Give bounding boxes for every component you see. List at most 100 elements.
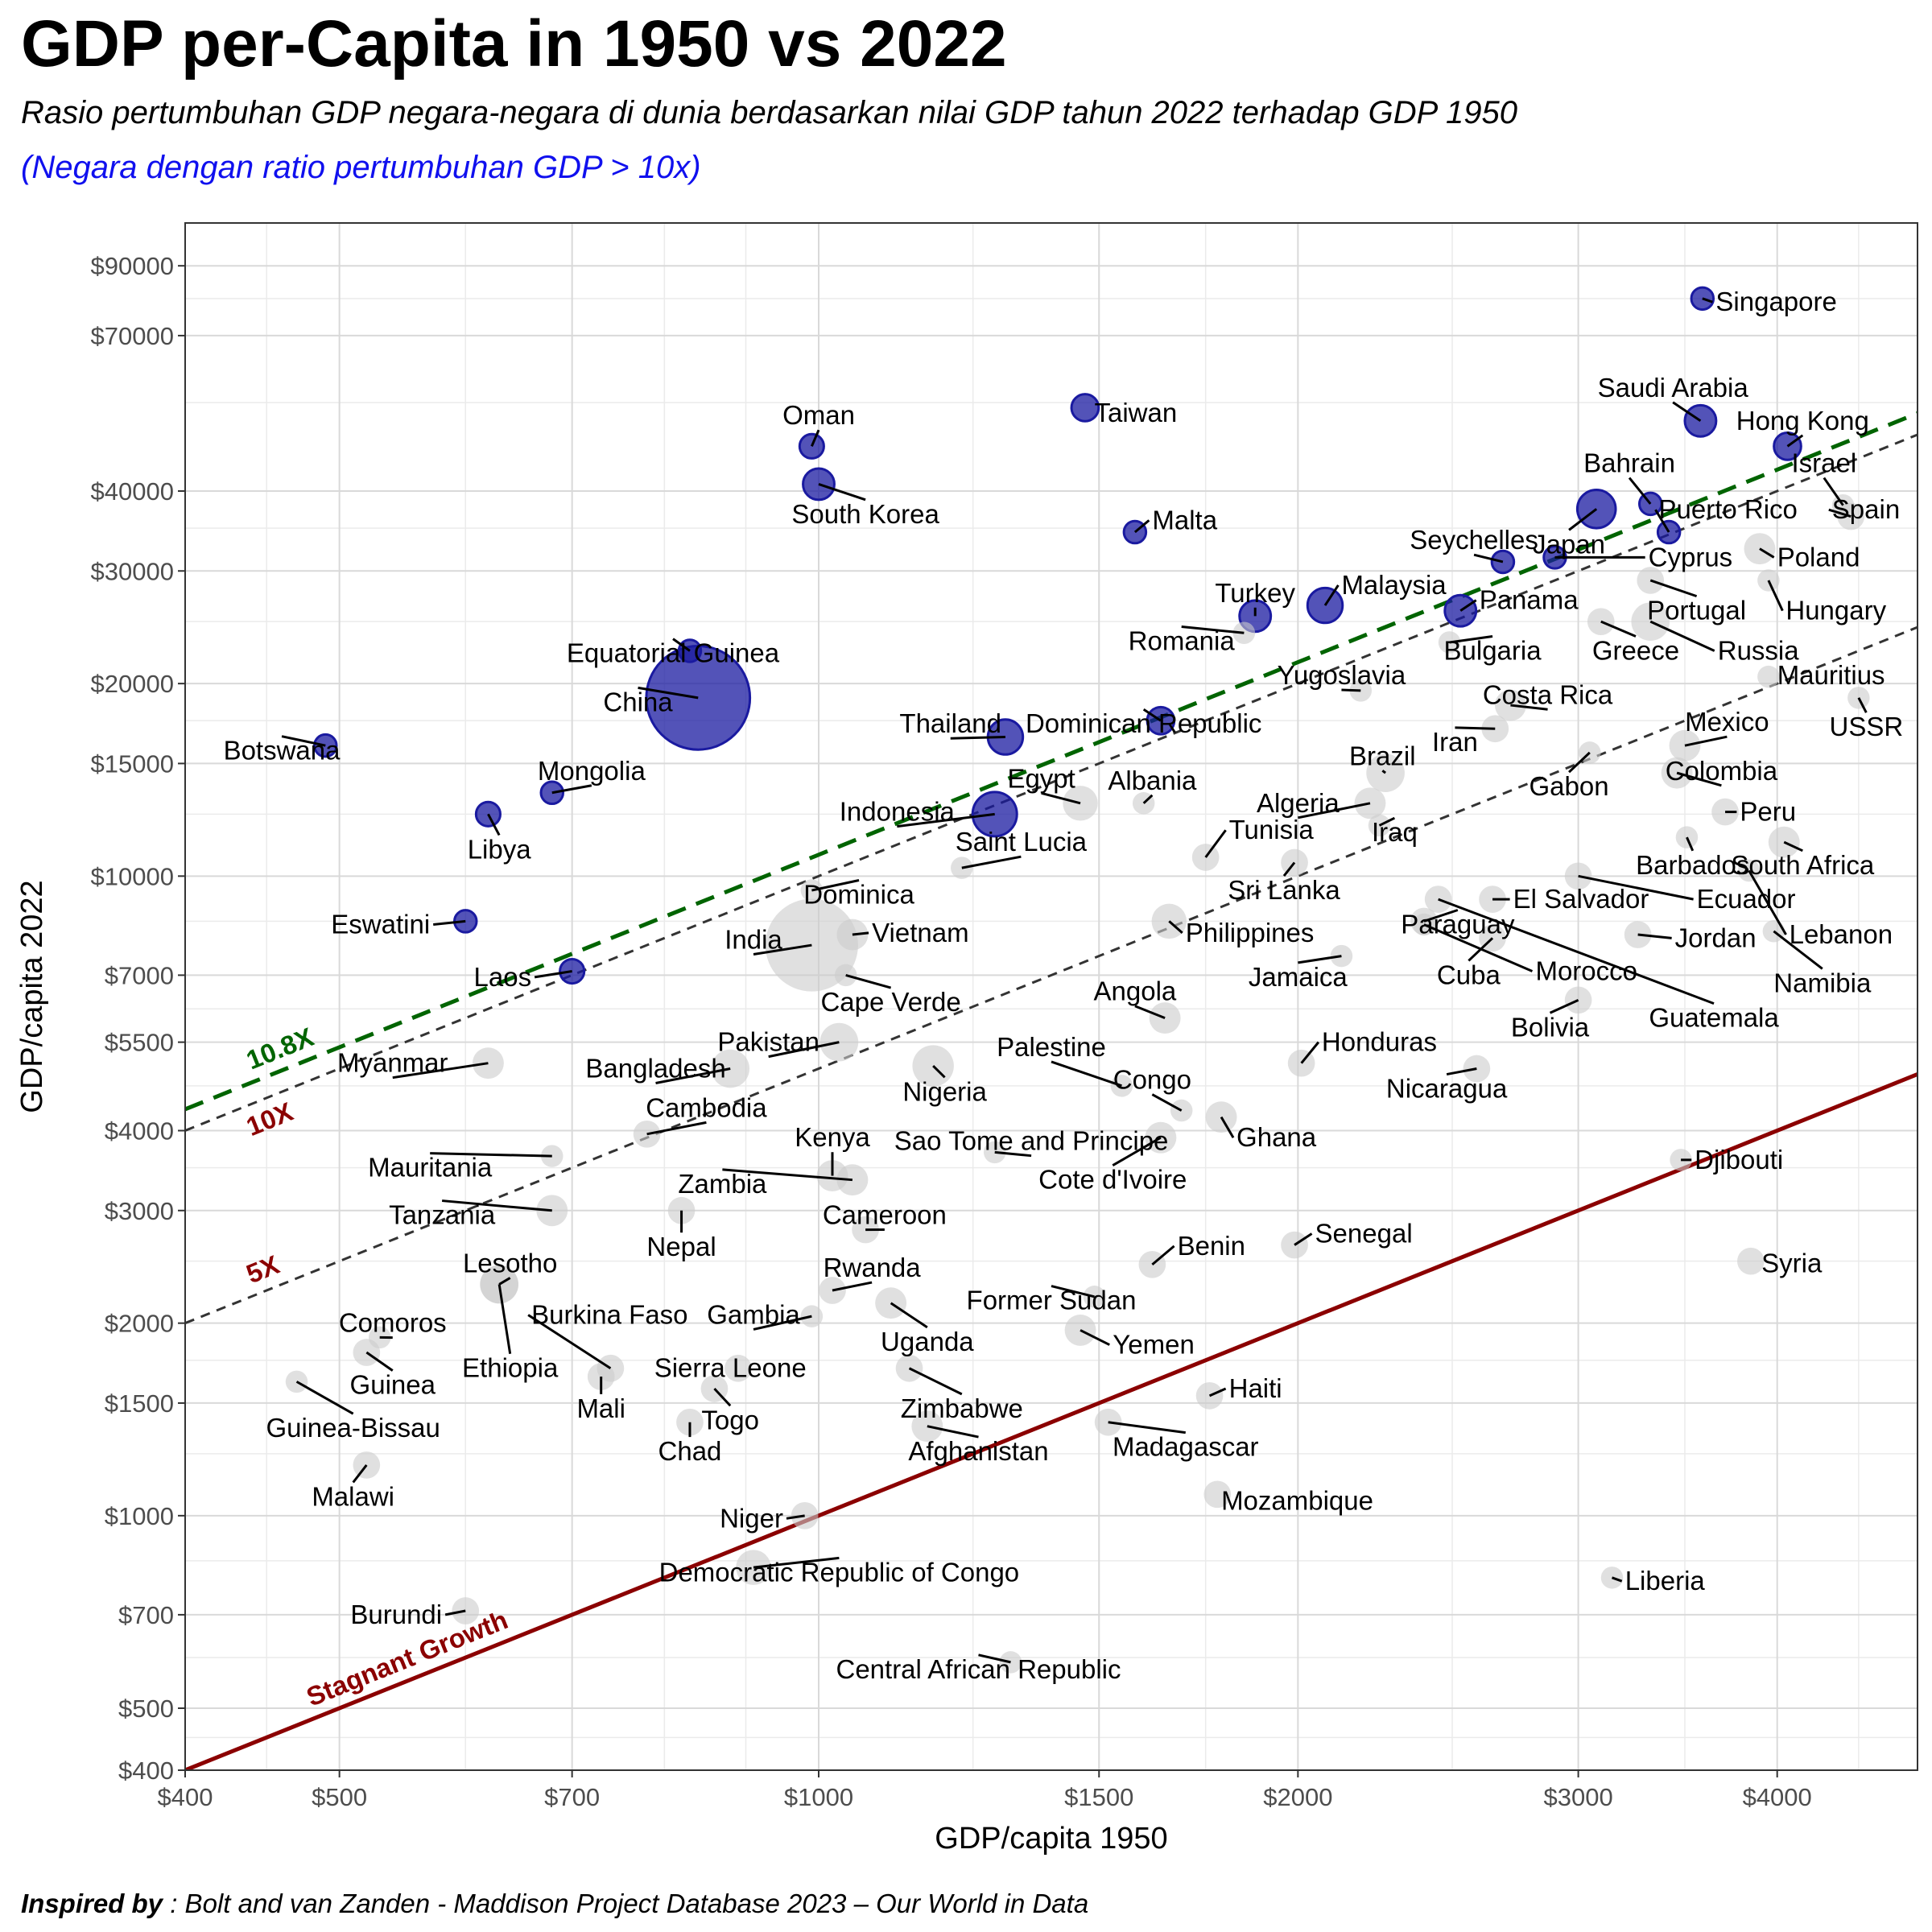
leader-yemen xyxy=(1080,1329,1110,1346)
leader-saudi-arabia xyxy=(1672,401,1702,423)
label-rwanda: Rwanda xyxy=(824,1253,922,1282)
label-benin: Benin xyxy=(1178,1231,1245,1261)
x-tick-label: $500 xyxy=(312,1783,367,1811)
label-oman: Oman xyxy=(782,400,855,430)
y-tick-label: $1500 xyxy=(105,1389,174,1418)
leader-lines xyxy=(281,297,1868,1664)
label-barbados: Barbados xyxy=(1636,850,1749,880)
leader-congo xyxy=(1151,1093,1183,1112)
leader-colombia xyxy=(1676,771,1722,787)
label-pakistan: Pakistan xyxy=(717,1027,819,1057)
label-madagascar: Madagascar xyxy=(1113,1432,1259,1462)
leader-bahrain xyxy=(1628,477,1652,505)
label-mexico: Mexico xyxy=(1685,707,1769,737)
point-mozambique xyxy=(1203,1480,1232,1509)
label-panama: Panama xyxy=(1480,585,1579,615)
label-colombia: Colombia xyxy=(1666,756,1778,786)
point-nicaragua xyxy=(1463,1055,1491,1083)
leader-iraq xyxy=(1378,816,1396,827)
leader-tunisia xyxy=(1204,829,1227,858)
label-spain: Spain xyxy=(1832,494,1900,524)
label-yemen: Yemen xyxy=(1113,1330,1195,1360)
y-tick-label: $90000 xyxy=(91,252,174,280)
source-caption: Inspired by : Bolt and van Zanden - Madd… xyxy=(21,1889,1088,1919)
label-zambia: Zambia xyxy=(678,1169,767,1199)
label-russia: Russia xyxy=(1718,636,1800,666)
label-nigeria: Nigeria xyxy=(902,1076,987,1106)
label-mozambique: Mozambique xyxy=(1221,1485,1373,1515)
ref-line-10x xyxy=(185,433,1918,1132)
leader-cuba xyxy=(1468,937,1494,962)
label-romania: Romania xyxy=(1129,625,1236,655)
leader-malawi xyxy=(352,1464,368,1484)
point-mauritius xyxy=(1757,665,1780,688)
leader-costa-rica xyxy=(1510,704,1548,711)
label-cameroon: Cameroon xyxy=(823,1200,947,1230)
leader-ethiopia xyxy=(497,1284,512,1354)
leader-bangladesh xyxy=(655,1067,731,1084)
label-philippines: Philippines xyxy=(1186,918,1315,947)
leader-central-african-republic xyxy=(978,1653,1011,1664)
label-laos: Laos xyxy=(474,962,532,992)
label-sierra-leone: Sierra Leone xyxy=(654,1353,807,1383)
leader-panama xyxy=(1459,599,1477,612)
leader-democratic-republic-of-congo xyxy=(753,1556,840,1569)
label-saint-lucia: Saint Lucia xyxy=(956,827,1088,857)
leader-israel xyxy=(1823,477,1844,506)
label-uganda: Uganda xyxy=(881,1327,974,1356)
ref-line-5x xyxy=(185,625,1918,1325)
y-tick-label: $1000 xyxy=(105,1502,174,1530)
label-eswatini: Eswatini xyxy=(331,909,430,939)
leader-greece xyxy=(1600,620,1637,638)
leader-zambia xyxy=(722,1168,853,1182)
y-tick-label: $400 xyxy=(118,1757,174,1785)
y-tick-label: $3000 xyxy=(105,1197,174,1225)
leader-seychelles xyxy=(1473,553,1504,564)
caption-prefix: Inspired by xyxy=(21,1889,163,1918)
leader-zimbabwe xyxy=(908,1367,963,1396)
leader-mexico xyxy=(1684,735,1728,747)
label-yugoslavia: Yugoslavia xyxy=(1278,660,1406,690)
point-sri-lanka xyxy=(1281,848,1308,877)
leader-china xyxy=(638,686,699,700)
y-tick-label: $2000 xyxy=(105,1310,174,1338)
leader-malta xyxy=(1133,519,1150,534)
label-singapore: Singapore xyxy=(1715,287,1836,316)
y-tick-label: $15000 xyxy=(91,749,174,778)
chart-title: GDP per-Capita in 1950 vs 2022 xyxy=(21,7,1007,80)
label-egypt: Egypt xyxy=(1007,763,1075,793)
label-nicaragua: Nicaragua xyxy=(1386,1074,1508,1104)
x-axis-ticks: $400 $500 $700 $1000 $1500 $2000 $3000 $4000 xyxy=(158,1770,1812,1811)
y-tick-label: $30000 xyxy=(91,557,174,585)
leader-algeria xyxy=(1298,802,1371,819)
leader-lesotho xyxy=(498,1277,511,1286)
leader-uganda xyxy=(890,1302,928,1329)
label-portugal: Portugal xyxy=(1647,596,1746,625)
label-togo: Togo xyxy=(701,1405,759,1435)
leader-hungary xyxy=(1767,580,1784,612)
plot-border xyxy=(184,222,1918,1771)
leader-cote-d-ivoire xyxy=(1112,1136,1162,1166)
leader-south-africa xyxy=(1783,840,1803,852)
label-botswana: Botswana xyxy=(224,736,341,766)
leader-dominica xyxy=(811,879,860,892)
label-israel: Israel xyxy=(1791,448,1856,478)
chart-subtitle-highlight: (Negara dengan ratio pertumbuhan GDP > 1… xyxy=(21,150,701,185)
leader-liberia xyxy=(1612,1576,1623,1583)
label-guinea-bissau: Guinea-Bissau xyxy=(266,1413,440,1443)
y-tick-label: $500 xyxy=(118,1695,174,1723)
leader-palestine xyxy=(1051,1060,1122,1088)
leader-japan xyxy=(1568,508,1598,531)
label-ussr: USSR xyxy=(1830,712,1904,741)
label-mauritius: Mauritius xyxy=(1777,660,1885,690)
leader-eswatini xyxy=(433,919,466,926)
label-ecuador: Ecuador xyxy=(1697,884,1796,914)
label-former-sudan: Former Sudan xyxy=(967,1286,1137,1315)
label-haiti: Haiti xyxy=(1229,1373,1282,1403)
label-niger: Niger xyxy=(720,1503,783,1533)
label-hong-kong: Hong Kong xyxy=(1736,406,1869,436)
leader-yugoslavia xyxy=(1341,688,1361,692)
leader-madagascar xyxy=(1108,1421,1186,1435)
leader-laos xyxy=(534,970,572,979)
label-central-african-republic: Central African Republic xyxy=(836,1654,1121,1684)
